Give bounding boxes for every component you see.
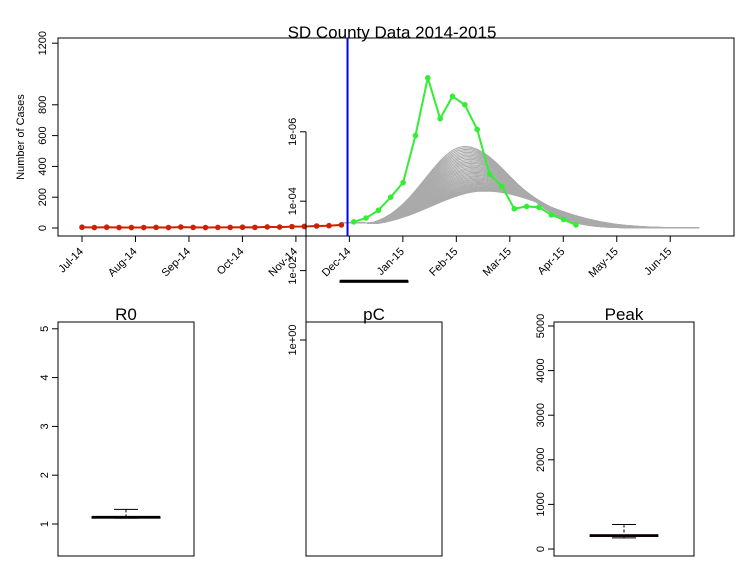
main-y-tick-label: 800 xyxy=(37,96,49,114)
main-series xyxy=(79,75,579,231)
ensemble-line xyxy=(341,175,700,229)
data-point-observed-test xyxy=(573,222,579,228)
data-point-observed-test xyxy=(400,179,406,186)
data-point-observed-fit xyxy=(239,224,246,231)
data-point-observed-test xyxy=(387,194,394,200)
main-x-tick-label: Dec-14 xyxy=(320,246,354,280)
data-point-observed-fit xyxy=(215,224,221,231)
ensemble-line xyxy=(341,176,700,229)
series-line-observed-fit xyxy=(81,223,342,229)
boxplot-y-tick-label: 1e-06 xyxy=(287,118,299,146)
main-plot-frame xyxy=(57,37,735,237)
main-x-axis: Jul-14 Aug-14 Sep-14 Oct-14 Nov-14 Dec-14 Jan-… xyxy=(56,236,674,280)
main-x-tick-label: Feb-15 xyxy=(427,246,460,279)
data-point-observed-test xyxy=(350,219,357,225)
boxplot-y-tick-label: 1 xyxy=(39,521,51,527)
boxplot-y-tick-label: 1e-02 xyxy=(287,257,299,285)
main-y-axis-label: Number of Cases xyxy=(15,94,27,180)
data-point-observed-test xyxy=(449,93,456,100)
boxplot-y-tick-label: 0 xyxy=(535,546,547,552)
data-point-observed-fit xyxy=(79,224,85,231)
main-chart-title: SD County Data 2014-2015 xyxy=(288,23,497,42)
data-point-observed-test xyxy=(412,132,419,139)
data-point-observed-test xyxy=(511,205,518,212)
data-point-observed-fit xyxy=(276,224,283,230)
main-x-tick-label: Jul-14 xyxy=(56,246,86,276)
data-point-observed-test xyxy=(499,183,505,190)
main-x-tick-label: Jan-15 xyxy=(375,246,407,278)
data-point-observed-test xyxy=(523,203,530,210)
data-point-observed-test xyxy=(375,207,382,214)
boxplot-r0-frame xyxy=(57,321,195,557)
main-y-tick-label: 200 xyxy=(37,188,49,206)
main-y-tick-label: 0 xyxy=(37,225,49,231)
boxplot-y-tick-label: 1e-04 xyxy=(287,187,299,215)
boxplot-pc-title: pC xyxy=(363,305,385,324)
boxplot-y-tick-label: 5 xyxy=(39,326,51,332)
boxplot-y-tick-label: 3000 xyxy=(535,403,547,427)
data-point-observed-fit xyxy=(190,224,196,231)
data-point-observed-fit xyxy=(140,224,147,231)
main-x-tick-label: Aug-14 xyxy=(106,246,140,280)
data-point-observed-test xyxy=(425,75,431,81)
data-point-observed-fit xyxy=(178,224,184,230)
boxplot-pc-panel: pC 1e+00 1e-02 1e-04 1e-06 xyxy=(287,118,443,557)
data-point-observed-test xyxy=(536,204,542,211)
ensemble-lines xyxy=(341,145,700,229)
data-point-observed-test xyxy=(548,212,555,218)
data-point-observed-test xyxy=(486,171,493,177)
boxplot-y-tick-label: 4000 xyxy=(535,358,547,382)
main-chart: SD County Data 2014-2015 Number of Cases… xyxy=(15,23,735,280)
main-x-tick-label: Jun-15 xyxy=(642,246,674,278)
boxplot-y-tick-label: 4 xyxy=(39,375,51,381)
data-point-observed-test xyxy=(462,102,468,108)
data-point-observed-fit xyxy=(326,222,332,229)
data-point-observed-fit xyxy=(338,222,345,228)
main-x-tick-label: Oct-14 xyxy=(215,246,247,278)
boxplot-r0-title: R0 xyxy=(115,305,137,324)
boxplot-peak-title: Peak xyxy=(605,305,644,324)
data-point-observed-fit xyxy=(103,224,110,231)
boxplot-y-tick-label: 1e+00 xyxy=(287,325,299,356)
data-point-observed-fit xyxy=(153,224,159,231)
main-y-tick-label: 1200 xyxy=(37,31,49,55)
data-point-observed-fit xyxy=(264,224,271,230)
boxplot-peak-panel: Peak 0 1000 2000 3000 4000 5000 xyxy=(535,305,695,557)
data-point-observed-fit xyxy=(289,223,295,230)
main-y-tick-label: 400 xyxy=(37,157,49,175)
data-point-observed-test xyxy=(474,126,481,133)
data-point-observed-test xyxy=(437,115,443,122)
boxplot-y-tick-label: 2 xyxy=(39,472,51,478)
main-x-tick-label: May-15 xyxy=(586,246,620,280)
ensemble-line xyxy=(341,145,700,229)
boxplot-y-tick-label: 5000 xyxy=(535,314,547,338)
boxplot-y-tick-label: 3 xyxy=(39,423,51,429)
data-point-observed-fit xyxy=(128,224,135,231)
data-point-observed-test xyxy=(560,216,567,223)
data-point-observed-test xyxy=(363,215,369,221)
boxplot-peak-frame xyxy=(553,321,695,557)
boxplot-pc-frame xyxy=(305,321,443,557)
main-x-tick-label: Apr-15 xyxy=(536,246,568,278)
boxplot-r0-panel: R0 1 2 3 4 5 xyxy=(39,305,195,557)
main-x-tick-label: Sep-14 xyxy=(159,246,193,280)
data-point-observed-fit xyxy=(227,224,233,231)
main-y-axis: 0 200 400 600 800 1200 xyxy=(37,31,59,231)
data-point-observed-fit xyxy=(91,224,98,231)
data-point-observed-fit xyxy=(202,224,209,231)
data-point-observed-fit xyxy=(116,224,122,231)
boxplot-y-tick-label: 2000 xyxy=(535,448,547,472)
data-point-observed-fit xyxy=(165,224,172,231)
data-point-observed-fit xyxy=(252,224,258,231)
ensemble-line xyxy=(341,177,700,229)
main-y-tick-label: 600 xyxy=(37,126,49,144)
data-point-observed-fit xyxy=(313,223,320,229)
boxplot-y-tick-label: 1000 xyxy=(535,492,547,516)
main-x-tick-label: Mar-15 xyxy=(481,246,514,279)
